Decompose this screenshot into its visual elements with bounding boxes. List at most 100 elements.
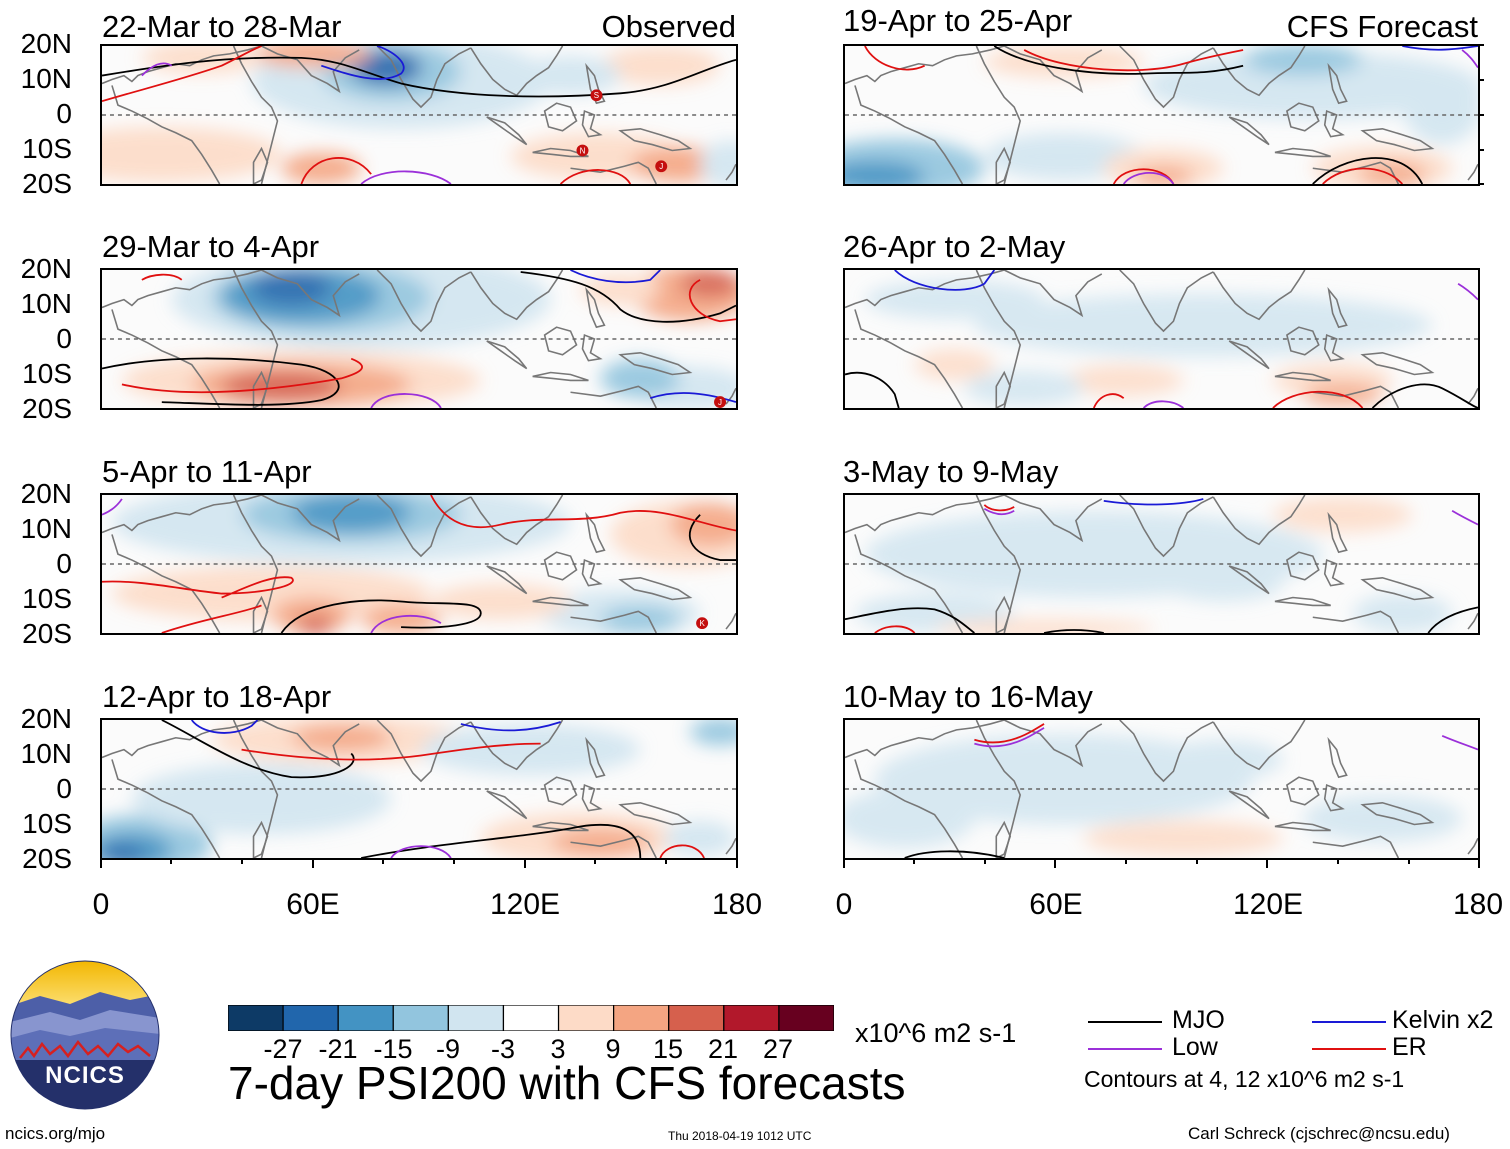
colorbar-swatch [613,1004,670,1032]
lon-label: 0 [92,888,110,921]
main-title: 7-day PSI200 with CFS forecasts [228,1057,906,1109]
colorbar [227,1004,835,1032]
storm-letter: J [659,162,663,171]
lat-label: 10S [22,358,72,389]
panel-title-5: 19-Apr to 25-Apr [843,3,1073,38]
colorbar-swatch [557,1004,615,1032]
map-panel-3: K [100,493,738,635]
legend-swatch-mjo [1088,1021,1162,1023]
map-panel-1: S N J [100,44,738,186]
storm-icon [576,144,589,157]
panel-tag-observed: Observed [601,9,736,44]
lat-label: 10N [20,288,72,319]
panel-title-4: 12-Apr to 18-Apr [102,679,332,714]
lon-ticks-left [100,858,738,868]
lon-label: 120E [1232,888,1304,921]
colorbar-swatch [502,1004,560,1032]
storm-icon [655,160,668,173]
site-link[interactable]: ncics.org/mjo [5,1124,106,1143]
lon-axis-left: 0 60E 120E 180 [0,888,762,926]
storm-icon [590,89,603,102]
map-panel-8 [843,718,1480,860]
colorbar-swatch [227,1004,284,1032]
colorbar-label: 27 [762,1034,794,1064]
lat-label: 0 [56,98,72,129]
lat-label: 20N [20,478,72,509]
lat-label: 10S [22,583,72,614]
panel-title-1: 22-Mar to 28-Mar [102,9,342,44]
lat-label: 20S [22,843,72,874]
colorbar-swatch [337,1004,394,1032]
colorbar-label: -21 [318,1034,358,1064]
map-panel-2: J [100,268,738,410]
lon-axis-right: 0 60E 120E 180 [740,890,1510,926]
colorbar-label: 15 [652,1034,684,1064]
legend-label-er: ER [1392,1033,1427,1061]
timestamp: Thu 2018-04-19 1012 UTC [668,1129,812,1143]
lat-label: 20S [22,618,72,649]
lat-label: 10S [22,808,72,839]
colorbar-swatch [392,1004,449,1032]
storm-icon [714,396,727,408]
legend-label-low: Low [1172,1033,1218,1061]
panel-title-3: 5-Apr to 11-Apr [102,454,312,489]
lon-ticks-right [843,858,1480,868]
legend-label-mjo: MJO [1172,1006,1225,1034]
storm-letter: K [699,619,705,628]
map-panel-6 [843,268,1480,410]
lat-label: 20N [20,28,72,59]
legend-contours-note: Contours at 4, 12 x10^6 m2 s-1 [1084,1066,1405,1092]
map-panel-4 [100,718,738,860]
colorbar-swatch [282,1004,339,1032]
colorbar-label: -9 [435,1034,460,1064]
lon-label: 60E [286,888,340,921]
ncics-logo: NCICS [10,960,160,1110]
colorbar-label: -27 [263,1034,303,1064]
lat-label: 20S [22,168,72,199]
lat-label: 20N [20,253,72,284]
lat-ticks-right [1478,44,1484,185]
lat-label: 20N [20,703,72,734]
logo-text: NCICS [45,1062,125,1089]
lon-label: 180 [711,888,763,921]
credit: Carl Schreck (cjschrec@ncsu.edu) [1188,1124,1450,1143]
legend-swatch-er [1312,1048,1386,1050]
storm-letter: J [718,398,722,407]
storm-letter: N [580,146,586,155]
lat-label: 0 [56,548,72,579]
colorbar-units: x10^6 m2 s-1 [855,1018,1017,1048]
lat-label: 10S [22,133,72,164]
panel-title-8: 10-May to 16-May [843,679,1093,714]
colorbar-swatches [227,1004,835,1032]
map-panel-7 [843,493,1480,635]
lat-label: 20S [22,393,72,424]
lat-label: 0 [56,323,72,354]
colorbar-label: 21 [707,1034,739,1064]
storm-icon [696,617,709,630]
panel-title-7: 3-May to 9-May [843,454,1059,489]
colorbar-label: -15 [373,1034,413,1064]
panel-tag-cfs-forecast: CFS Forecast [1286,9,1478,44]
panel-title-6: 26-Apr to 2-May [843,229,1066,264]
colorbar-swatch [723,1004,780,1032]
contour-legend: MJO Kelvin x2 Low ER Contours at 4, 12 x… [1084,1006,1508,1108]
colorbar-label: 9 [605,1034,621,1064]
colorbar-swatch [447,1004,505,1032]
legend-swatch-low [1088,1048,1162,1050]
panel-title-2: 29-Mar to 4-Apr [102,229,320,264]
map-panel-5 [843,44,1480,186]
colorbar-label: 3 [550,1034,566,1064]
storm-letter: S [594,91,599,100]
colorbar-swatch [668,1004,725,1032]
colorbar-swatch [778,1004,835,1032]
legend-label-kelvin: Kelvin x2 [1392,1006,1494,1034]
lat-label: 10N [20,513,72,544]
lat-label: 10N [20,63,72,94]
lon-label: 60E [1029,888,1083,921]
colorbar-label: -3 [490,1034,515,1064]
lat-label: 0 [56,773,72,804]
colorbar-labels: -27 -21 -15 -9 -3 3 9 15 21 27 [228,1036,834,1096]
lat-label: 10N [20,738,72,769]
lon-label: 120E [489,888,561,921]
lon-label: 0 [835,888,853,921]
